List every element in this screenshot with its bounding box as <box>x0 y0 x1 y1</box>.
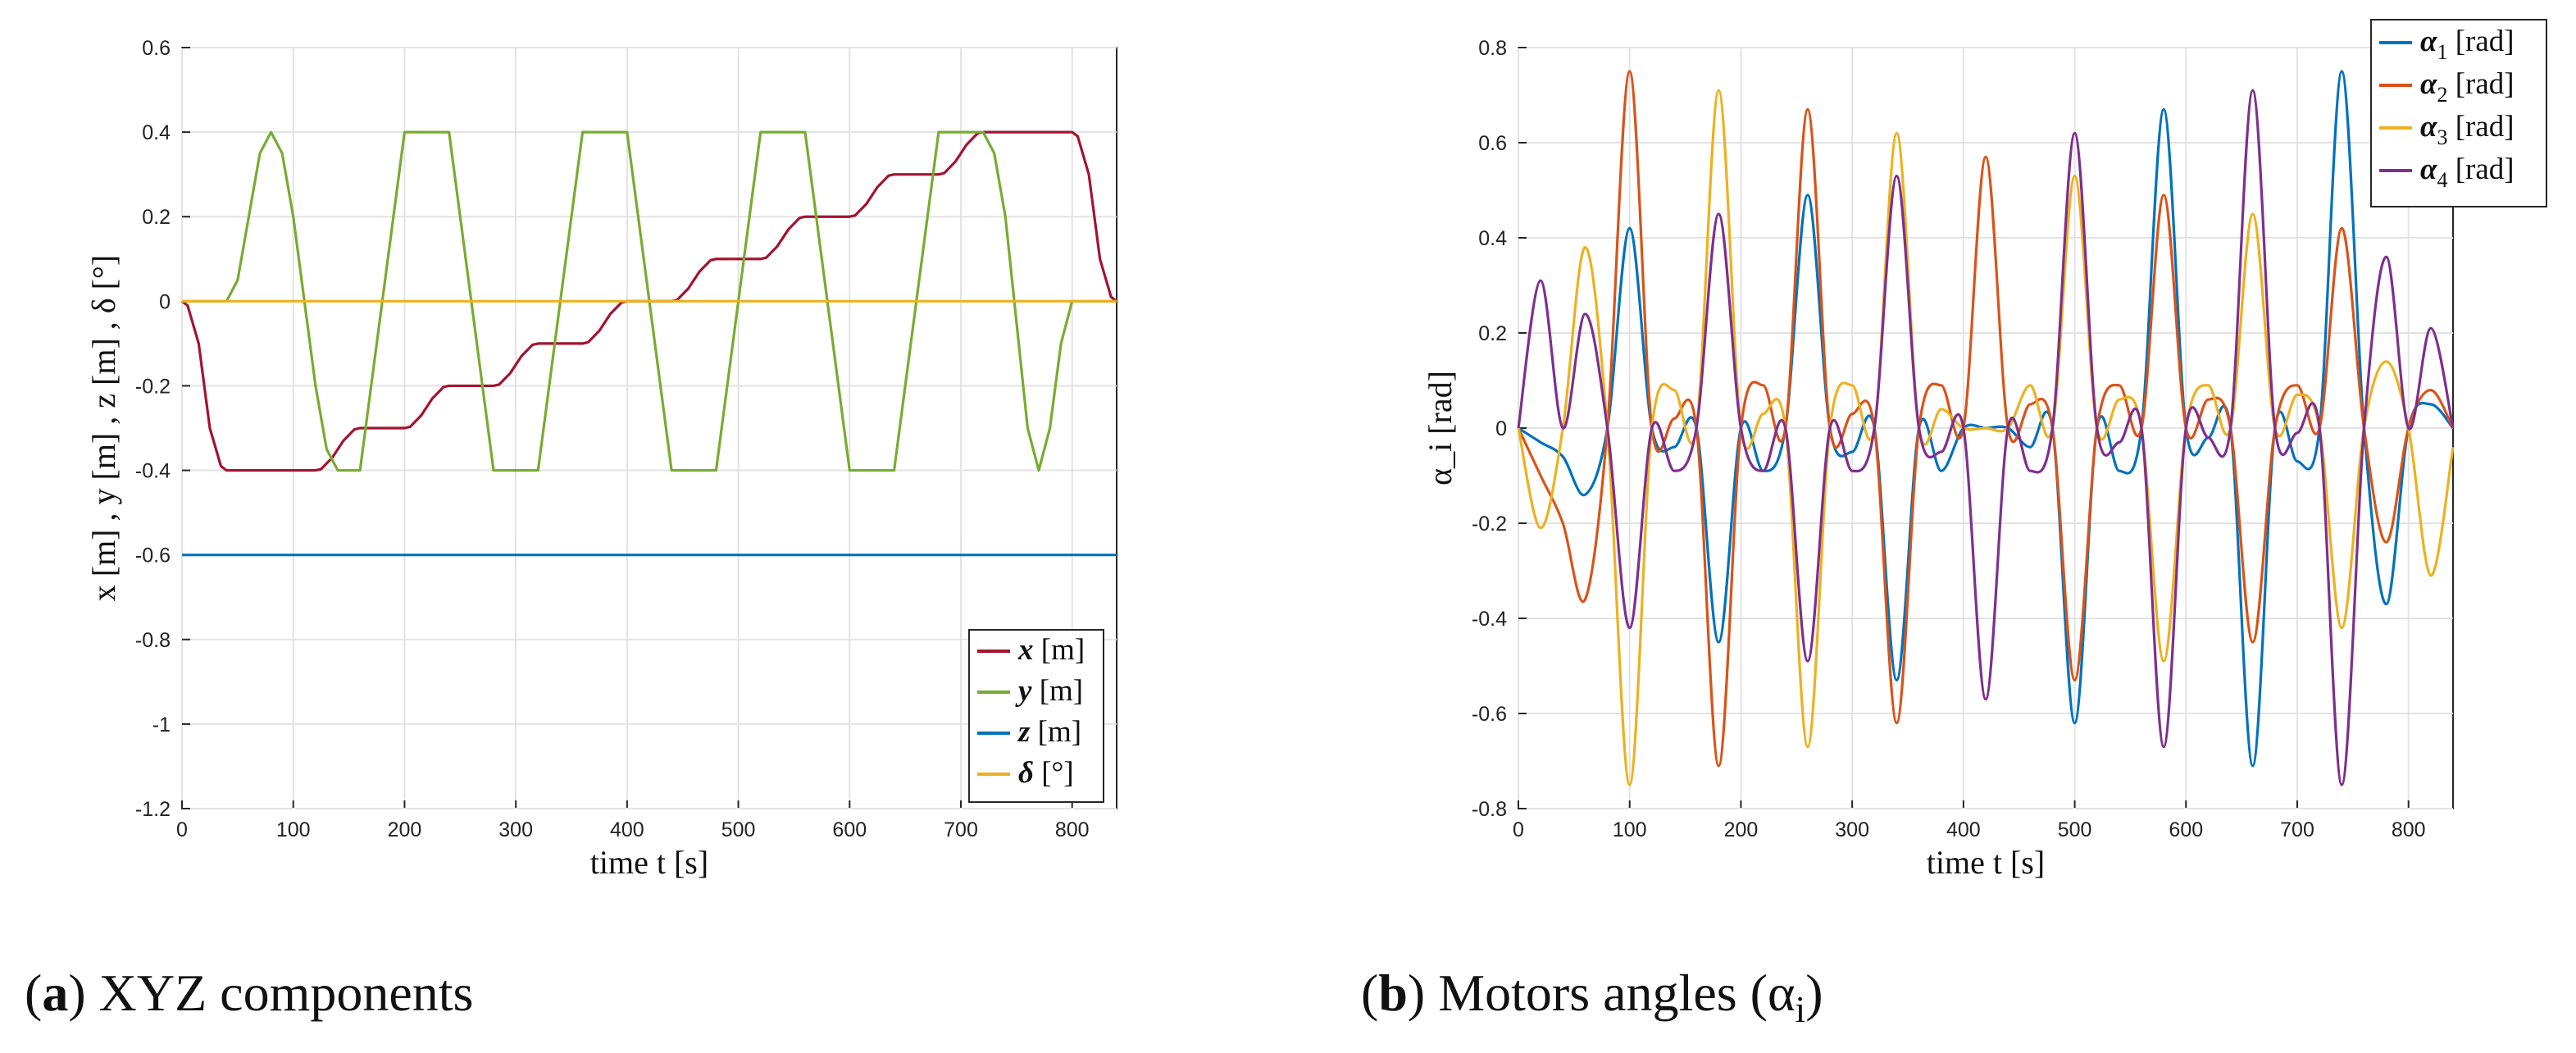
x-axis-label: time t [s] <box>1927 844 2045 881</box>
legend-unit: [rad] <box>2447 67 2514 101</box>
x-tick-label: 0 <box>176 818 188 841</box>
y-tick-label: -0.8 <box>1472 798 1507 821</box>
x-tick-labels: 0 100 200 300 400 500 600 700 800 <box>1513 818 2426 841</box>
y-tick-label: 0 <box>1495 417 1507 440</box>
legend-unit: [rad] <box>2447 153 2514 186</box>
series-layer <box>1517 70 2455 786</box>
x-tick-label: 0 <box>1513 818 1524 841</box>
x-tick-label: 300 <box>498 818 533 841</box>
legend: α1 [rad]α2 [rad]α3 [rad]α4 [rad] <box>2370 19 2547 207</box>
x-tick-label: 600 <box>832 818 867 841</box>
series-line-4 <box>1517 89 2455 786</box>
legend-unit: [°] <box>1034 756 1074 790</box>
series-line-1 <box>1518 70 2455 768</box>
y-tick-label: 0.8 <box>1478 37 1507 60</box>
y-tick-label: 0.2 <box>1478 322 1507 345</box>
x-tick-label: 300 <box>1835 818 1869 841</box>
caption-b-text: Motors angles (α <box>1425 964 1795 1022</box>
y-tick-label: 0 <box>159 290 171 313</box>
legend-subscript: 2 <box>2437 83 2447 107</box>
x-tick-label: 600 <box>2169 818 2203 841</box>
caption-a: (a) XYZ components <box>25 964 473 1022</box>
x-tick-label: 100 <box>276 818 311 841</box>
legend-label-1: α1 [rad] <box>2420 25 2515 64</box>
series-line-1 <box>181 130 1117 472</box>
legend-symbol: α <box>2420 153 2437 186</box>
y-tick-label: -0.8 <box>135 629 171 652</box>
panel-b-chart: 0 100 200 300 400 500 600 700 800 -0.8-0.6-0.4-0… <box>1422 19 2547 881</box>
y-tick-labels: -1.2 -1 -0.8 -0.6 -0.4 -0.2 0 0.2 0.4 0.6 <box>135 37 171 821</box>
y-tick-label: -0.6 <box>135 545 171 568</box>
legend-label-4: δ [°] <box>1018 756 1074 790</box>
y-tick-label: -0.6 <box>1472 703 1507 726</box>
legend-unit: [m] <box>1031 674 1083 708</box>
legend-label-4: α4 [rad] <box>2420 153 2515 192</box>
x-tick-labels: 0 100 200 300 400 500 600 700 800 <box>176 818 1090 841</box>
y-tick-labels: -0.8 -0.6 -0.4 -0.2 0 0.2 0.4 0.6 0.8 <box>1472 37 1507 821</box>
legend-unit: [m] <box>1034 633 1085 667</box>
caption-b: (b) Motors angles (αi) <box>1361 964 1823 1030</box>
legend-box <box>2370 19 2547 207</box>
x-tick-label: 700 <box>2280 818 2314 841</box>
caption-a-text: XYZ components <box>86 964 474 1022</box>
y-tick-label: 0.4 <box>1478 227 1507 250</box>
legend-label-3: z [m] <box>1017 715 1081 749</box>
y-tick-label: -1.2 <box>135 798 171 821</box>
legend-subscript: 3 <box>2437 125 2447 149</box>
y-tick-label: -0.2 <box>1472 513 1507 536</box>
y-tick-label: -0.4 <box>135 460 171 483</box>
legend: x [m]y [m]z [m]δ [°] <box>968 629 1104 803</box>
x-tick-label: 800 <box>1055 818 1090 841</box>
series-line-2 <box>182 130 1117 472</box>
caption-b-letter: b <box>1378 964 1408 1022</box>
x-tick-label: 500 <box>721 818 756 841</box>
series-layer <box>181 130 1117 557</box>
legend-subscript: 1 <box>2437 40 2447 64</box>
x-tick-label: 200 <box>1724 818 1759 841</box>
x-tick-label: 100 <box>1613 818 1647 841</box>
legend-label-1: x [m] <box>1017 633 1085 667</box>
legend-symbol: α <box>2420 67 2437 101</box>
caption-b-tail: ) <box>1805 964 1823 1022</box>
caption-a-letter: a <box>42 964 68 1022</box>
legend-symbol: δ <box>1018 756 1034 790</box>
caption-b-sub: i <box>1795 988 1805 1030</box>
x-tick-label: 200 <box>388 818 422 841</box>
legend-unit: [m] <box>1030 715 1081 749</box>
legend-subscript: 4 <box>2437 168 2447 192</box>
grid <box>1518 47 2453 809</box>
panel-a-chart: 0 100 200 300 400 500 600 700 800 -1.2 -1 -0.8 -0.6… <box>85 37 1117 881</box>
x-tick-label: 800 <box>2392 818 2426 841</box>
y-tick-label: 0.2 <box>142 206 171 229</box>
legend-symbol: z <box>1017 715 1031 749</box>
y-axis-label: x [m] , y [m] , z [m] , δ [°] <box>85 255 122 602</box>
y-axis-label: α_i [rad] <box>1422 371 1459 485</box>
legend-unit: [rad] <box>2447 110 2514 144</box>
legend-symbol: α <box>2420 110 2437 144</box>
legend-symbol: α <box>2420 25 2437 58</box>
x-tick-label: 700 <box>944 818 978 841</box>
y-tick-label: 0.6 <box>1478 132 1507 155</box>
y-tick-label: 0.4 <box>142 121 171 144</box>
y-tick-label: 0.6 <box>142 37 171 60</box>
x-tick-label: 400 <box>1946 818 1981 841</box>
legend-label-2: α2 [rad] <box>2420 67 2515 107</box>
y-tick-label: -0.4 <box>1472 608 1507 631</box>
x-tick-label: 500 <box>2058 818 2092 841</box>
legend-symbol: y <box>1015 674 1032 708</box>
legend-unit: [rad] <box>2447 25 2514 58</box>
legend-label-2: y [m] <box>1015 674 1083 708</box>
x-axis-label: time t [s] <box>590 844 708 881</box>
y-tick-label: -0.2 <box>135 375 171 398</box>
legend-label-3: α3 [rad] <box>2420 110 2515 149</box>
x-tick-label: 400 <box>610 818 644 841</box>
legend-symbol: x <box>1017 633 1034 667</box>
y-tick-label: -1 <box>152 713 171 736</box>
